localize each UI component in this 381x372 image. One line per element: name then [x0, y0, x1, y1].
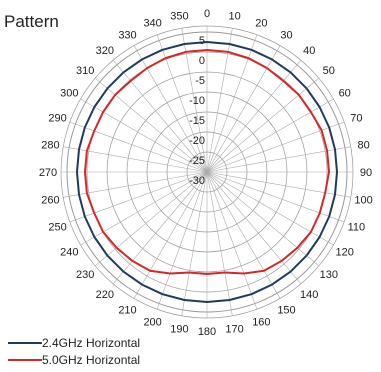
angle-tick-label: 300: [60, 88, 78, 100]
angle-tick-label: 250: [48, 221, 66, 233]
angle-tick-label: 240: [60, 247, 78, 259]
angle-tick-label: 20: [255, 18, 267, 30]
angle-tick-label: 170: [225, 324, 243, 336]
angle-tick-label: 190: [170, 324, 188, 336]
chart-title: Pattern: [4, 12, 59, 31]
angle-tick-label: 340: [143, 18, 161, 30]
grid-spoke: [206, 171, 233, 316]
angle-tick-label: 90: [360, 167, 372, 179]
grid-spoke: [206, 59, 302, 173]
grid-spoke: [112, 171, 208, 285]
angle-tick-label: 220: [96, 289, 114, 301]
grid-spoke: [206, 171, 320, 267]
radial-tick-label: -15: [189, 115, 205, 127]
legend-label-1: 2.4GHz Horizontal: [42, 335, 141, 350]
grid-spoke: [69, 121, 208, 173]
grid-spoke: [206, 171, 351, 198]
grid-spoke: [206, 171, 302, 285]
angle-tick-label: 310: [76, 65, 94, 77]
grid-spoke: [206, 171, 281, 299]
grid-spoke: [156, 171, 208, 310]
grid-spoke: [80, 98, 208, 173]
angle-tick-label: 50: [323, 65, 335, 77]
angle-tick-label: 210: [118, 305, 136, 317]
radial-tick-label: -30: [189, 175, 205, 187]
legend-swatch-2: [8, 358, 42, 361]
angle-tick-label: 150: [277, 305, 295, 317]
grid-spoke: [206, 171, 334, 246]
angle-tick-label: 330: [118, 29, 136, 41]
grid-spoke: [206, 171, 258, 310]
radial-tick-label: -25: [189, 155, 205, 167]
grid-spoke: [133, 45, 208, 173]
grid-spoke: [206, 77, 320, 173]
grid-spoke: [181, 171, 208, 316]
angle-tick-label: 280: [41, 139, 59, 151]
series-line-1: [76, 41, 338, 303]
angle-tick-label: 260: [41, 195, 59, 207]
grid-spoke: [94, 77, 208, 173]
radial-tick-label: -5: [195, 75, 205, 87]
angle-tick-label: 200: [143, 316, 161, 328]
angle-tick-label: 10: [228, 10, 240, 22]
grid-spoke: [80, 171, 208, 246]
grid-spoke: [206, 45, 281, 173]
angle-tick-label: 60: [339, 88, 351, 100]
legend-swatch-1: [8, 341, 42, 344]
polar-grid: [60, 25, 354, 319]
angle-tick-label: 30: [280, 29, 292, 41]
tick-labels: 0 102030405060708090100110120130140150160…: [39, 8, 373, 338]
grid-spoke: [94, 171, 208, 267]
radial-tick-label: 5: [199, 35, 205, 47]
angle-tick-label: 230: [76, 269, 94, 281]
grid-spoke: [133, 171, 208, 299]
angle-tick-label: 160: [252, 316, 270, 328]
angle-tick-label: 120: [336, 247, 354, 259]
angle-tick-label: 140: [300, 289, 318, 301]
angle-tick-label: 70: [350, 113, 362, 125]
series-line-2: [84, 49, 330, 275]
angle-tick-label: 110: [348, 221, 366, 233]
series-group: [76, 41, 338, 303]
angle-tick-label: 290: [48, 113, 66, 125]
grid-spoke: [206, 98, 334, 173]
grid-spoke: [112, 59, 208, 173]
legend-item-1: 2.4GHz Horizontal: [8, 334, 140, 351]
radial-tick-label: -10: [189, 95, 205, 107]
legend: 2.4GHz Horizontal 5.0GHz Horizontal: [8, 334, 140, 368]
radial-tick-label: 0: [199, 55, 205, 67]
grid-spoke: [206, 171, 345, 223]
angle-tick-label: 180: [198, 326, 216, 338]
angle-tick-label: 270: [39, 167, 57, 179]
angle-tick-label: 0: [204, 8, 210, 20]
angle-tick-label: 130: [320, 269, 338, 281]
angle-tick-label: 100: [354, 195, 372, 207]
angle-tick-label: 320: [96, 45, 114, 57]
legend-item-2: 5.0GHz Horizontal: [8, 351, 140, 368]
angle-tick-label: 40: [303, 45, 315, 57]
angle-tick-label: 80: [357, 139, 369, 151]
legend-label-2: 5.0GHz Horizontal: [42, 352, 141, 367]
polar-chart: 0 102030405060708090100110120130140150160…: [39, 8, 373, 338]
grid-spoke: [69, 171, 208, 223]
radial-tick-label: -20: [189, 135, 205, 147]
angle-tick-label: 350: [170, 10, 188, 22]
